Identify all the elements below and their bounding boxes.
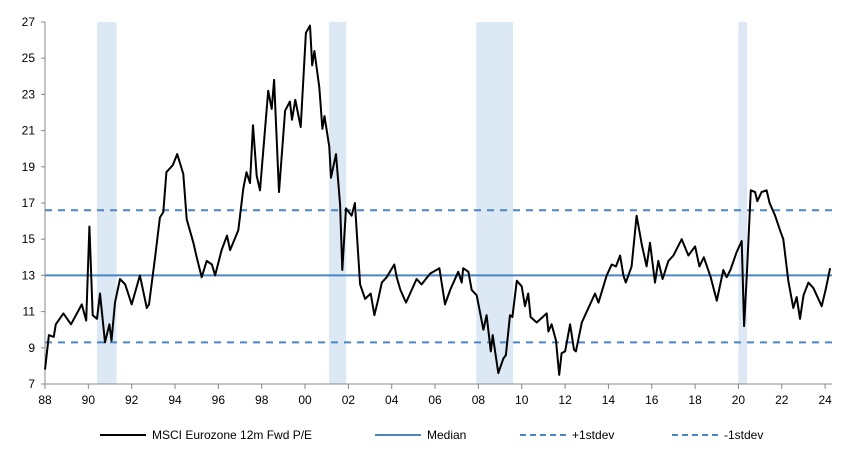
- legend-item-median: Median: [375, 428, 466, 442]
- y-tick-label: 15: [22, 232, 36, 246]
- x-tick-label: 04: [385, 393, 399, 407]
- recession-band: [97, 22, 117, 384]
- y-tick-label: 21: [22, 124, 36, 138]
- x-tick-label: 12: [558, 393, 572, 407]
- x-tick-label: 02: [342, 393, 356, 407]
- x-tick-label: 00: [298, 393, 312, 407]
- legend-swatch-solid: [375, 434, 421, 436]
- recession-band: [738, 22, 748, 384]
- x-tick-label: 92: [125, 393, 139, 407]
- y-tick-label: 19: [22, 160, 36, 174]
- x-tick-label: 18: [688, 393, 702, 407]
- legend-label: +1stdev: [572, 428, 615, 442]
- x-tick-label: 08: [472, 393, 486, 407]
- pe-chart: 7 9 11 13 15 17 19 21 23 25 27 88 90 92 94 96 98 00 02 04 06…: [22, 15, 832, 407]
- x-tick-label: 88: [38, 393, 52, 407]
- legend: MSCI Eurozone 12m Fwd P/E Median +1stdev…: [0, 428, 852, 448]
- y-tick-label: 13: [22, 268, 36, 282]
- legend-swatch-dashed: [672, 434, 718, 436]
- legend-swatch-dashed: [520, 434, 566, 436]
- recession-band: [328, 22, 347, 384]
- legend-label: -1stdev: [724, 428, 764, 442]
- x-tick-label: 14: [602, 393, 616, 407]
- x-tick-label: 10: [515, 393, 529, 407]
- y-tick-label: 17: [22, 196, 36, 210]
- legend-item-plus1sd: +1stdev: [520, 428, 614, 442]
- legend-item-minus1sd: -1stdev: [672, 428, 763, 442]
- y-tick-label: 23: [22, 87, 36, 101]
- x-tick-label: 90: [82, 393, 96, 407]
- legend-swatch-line: [100, 434, 146, 436]
- y-tick-label: 27: [22, 15, 36, 29]
- series-line-pe: [44, 24, 832, 376]
- x-tick-label: 98: [255, 393, 269, 407]
- y-tick-label: 9: [28, 341, 35, 355]
- legend-item-pe: MSCI Eurozone 12m Fwd P/E: [100, 428, 312, 442]
- x-tick-label: 16: [645, 393, 659, 407]
- y-tick-label: 11: [23, 305, 36, 319]
- x-tick-label: 20: [732, 393, 746, 407]
- x-tick-label: 22: [775, 393, 789, 407]
- y-tick-label: 7: [28, 377, 35, 391]
- x-tick-label: 24: [818, 393, 832, 407]
- x-tick-label: 94: [168, 393, 182, 407]
- legend-label: MSCI Eurozone 12m Fwd P/E: [152, 428, 313, 442]
- x-tick-label: 96: [212, 393, 226, 407]
- legend-label: Median: [427, 428, 467, 442]
- y-tick-label: 25: [22, 51, 36, 65]
- x-tick-label: 06: [428, 393, 442, 407]
